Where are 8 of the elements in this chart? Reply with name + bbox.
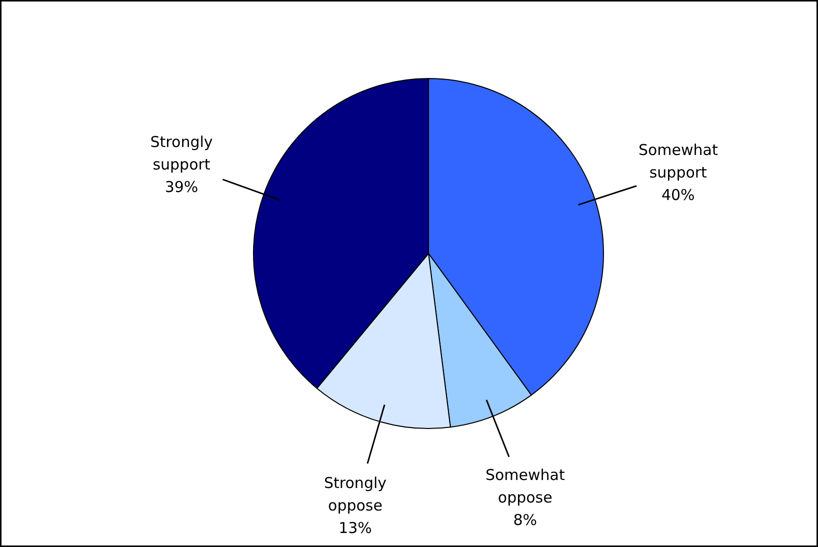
data-label: 13% <box>338 519 372 538</box>
data-label: 40% <box>661 186 695 204</box>
data-label: 8% <box>513 511 538 530</box>
slice-label: Strongly support <box>150 133 213 174</box>
slice-label: Strongly oppose <box>324 474 387 515</box>
slice-label: Somewhat oppose <box>485 466 565 507</box>
slice-label: Somewhat support <box>638 140 718 182</box>
data-label: 39% <box>164 178 198 196</box>
